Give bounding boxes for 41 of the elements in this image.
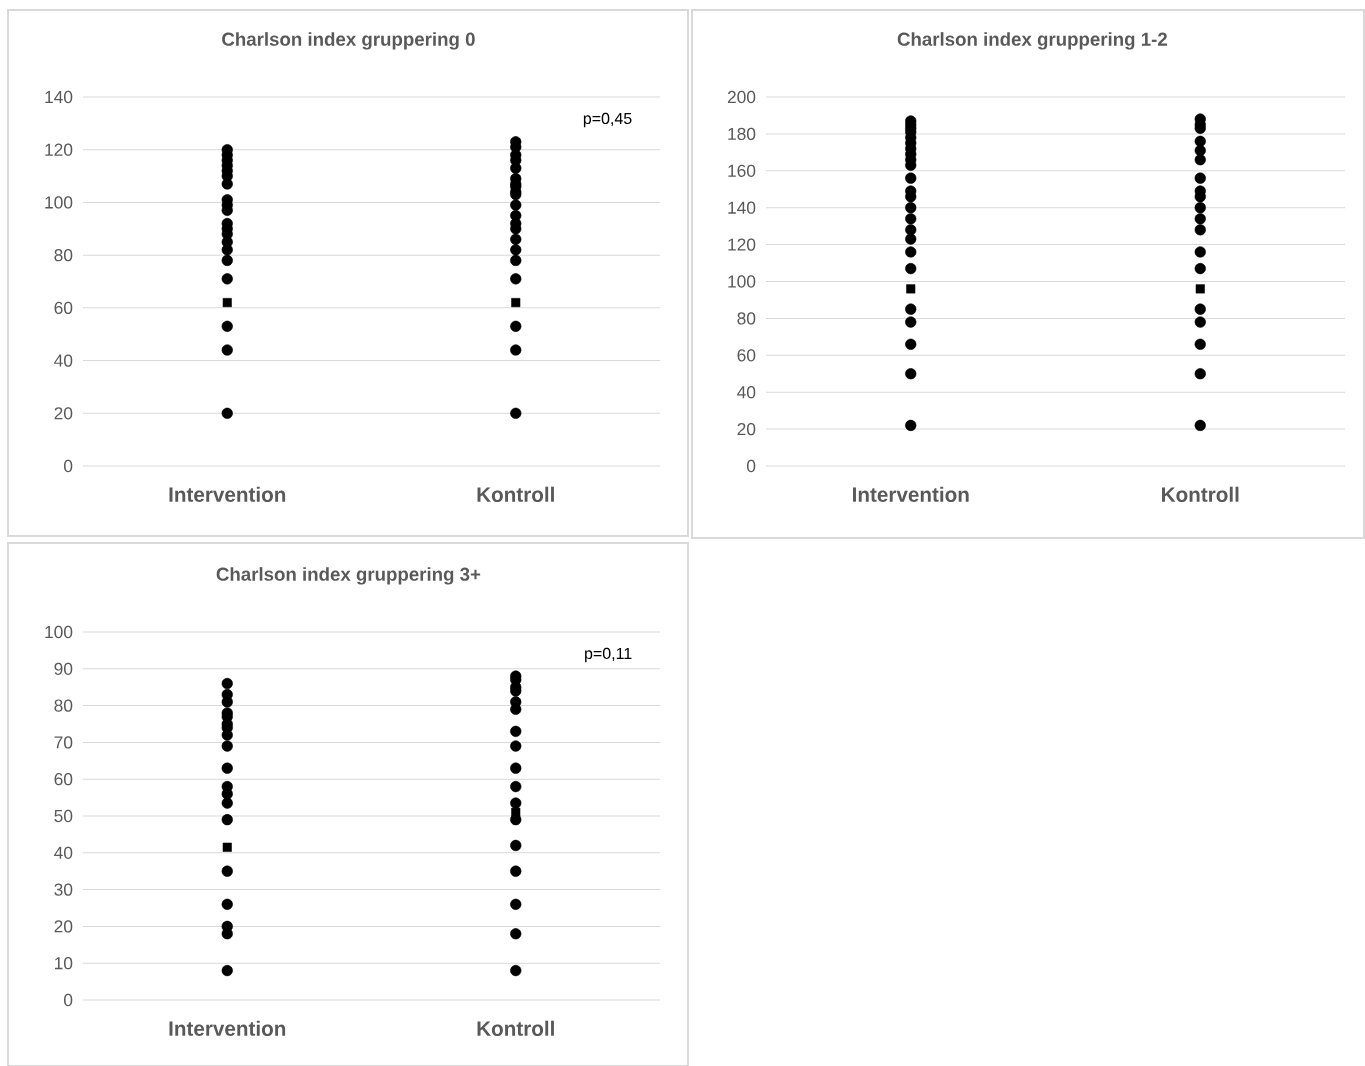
y-tick-label: 100	[728, 275, 756, 288]
y-tick-label: 80	[54, 249, 73, 262]
y-tick-label: 60	[54, 301, 73, 314]
x-tick-label: Intervention	[169, 486, 286, 502]
y-tick-label: 180	[728, 127, 756, 141]
y-tick-label: 100	[45, 625, 73, 639]
y-tick-label: 10	[55, 957, 73, 970]
annotation: p=0,45	[583, 112, 632, 128]
x-tick-label: Kontroll	[477, 1020, 554, 1036]
y-tick-label: 0	[746, 459, 756, 473]
chart-title: Charlson index gruppering 3+	[216, 567, 481, 585]
chart-title: Charlson index gruppering 1-2	[897, 32, 1167, 50]
y-tick-label: 40	[54, 846, 73, 859]
y-tick-label: 160	[728, 164, 756, 177]
x-tick-label: Kontroll	[477, 486, 554, 502]
y-tick-label: 200	[727, 90, 756, 104]
y-tick-label: 90	[54, 662, 73, 675]
annotation: p=0,11	[585, 647, 632, 663]
y-tick-label: 120	[45, 143, 73, 156]
y-tick-label: 100	[45, 196, 73, 209]
y-tick-label: 60	[54, 773, 73, 786]
y-tick-label: 140	[728, 201, 756, 214]
x-tick-label: Intervention	[853, 486, 969, 502]
y-tick-label: 40	[54, 354, 73, 367]
y-tick-label: 50	[54, 809, 73, 823]
y-tick-label: 0	[63, 993, 73, 1007]
chart-title: Charlson index gruppering 0	[222, 32, 475, 50]
y-tick-label: 80	[54, 699, 73, 712]
y-tick-label: 80	[737, 312, 756, 325]
y-tick-label: 20	[737, 422, 756, 436]
y-tick-label: 40	[737, 386, 756, 399]
x-tick-label: Intervention	[169, 1020, 286, 1036]
x-tick-label: Kontroll	[1162, 486, 1239, 502]
y-tick-label: 70	[54, 736, 73, 749]
y-tick-label: 20	[54, 407, 73, 420]
y-tick-label: 60	[737, 349, 756, 362]
y-tick-label: 20	[54, 920, 73, 933]
y-tick-label: 0	[63, 459, 73, 473]
y-tick-label: 30	[54, 883, 73, 896]
y-tick-label: 140	[45, 90, 73, 104]
y-tick-label: 120	[728, 238, 756, 251]
